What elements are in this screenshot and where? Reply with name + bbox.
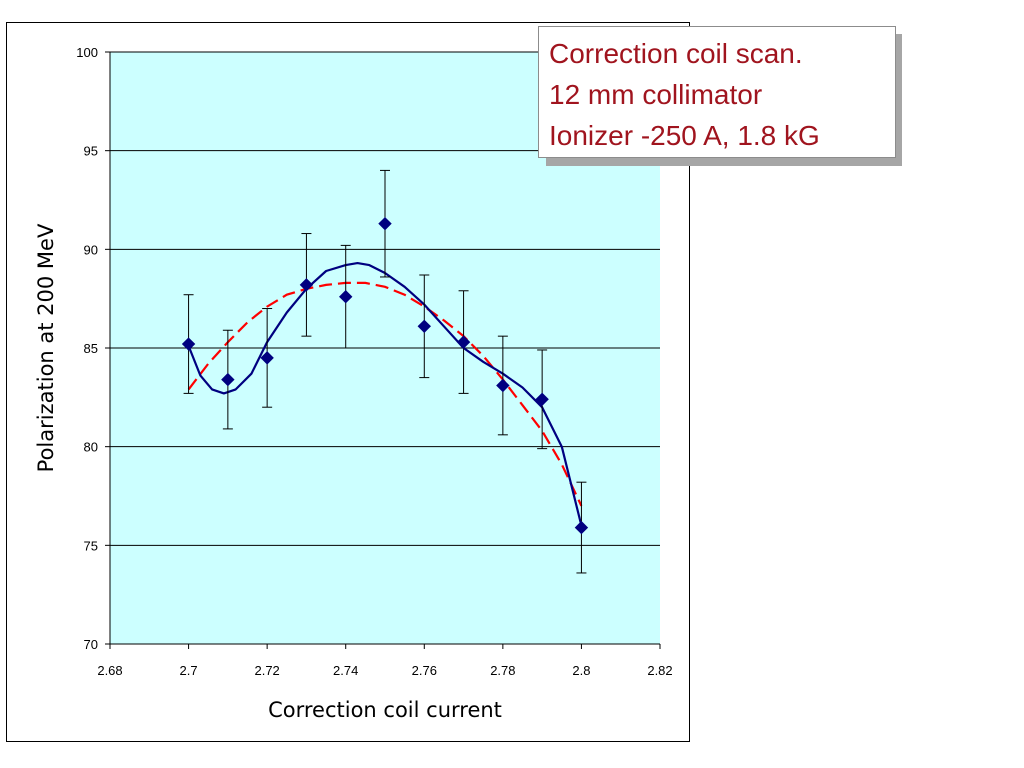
y-tick-label: 85: [84, 341, 98, 356]
solid-fit-curve: [187, 262, 583, 526]
x-axis-title: Correction coil current: [268, 698, 502, 722]
callout-line-2: 12 mm collimator: [549, 79, 763, 110]
x-tick-label: 2.78: [490, 663, 515, 678]
callout-line-3: Ionizer -250 A, 1.8 kG: [549, 120, 820, 151]
y-tick-label: 95: [84, 144, 98, 159]
data-point-diamond: [299, 278, 314, 292]
data-markers: [181, 216, 589, 535]
x-tick-label: 2.76: [412, 663, 437, 678]
data-point-diamond: [456, 335, 471, 349]
dashed-fit-curve: [187, 281, 583, 507]
data-point-diamond: [574, 520, 589, 535]
data-point-diamond: [260, 351, 274, 365]
y-tick-label: 90: [84, 242, 98, 257]
x-tick-label: 2.8: [572, 663, 590, 678]
y-axis-title: Polarization at 200 MeV: [34, 223, 58, 472]
data-point-diamond: [535, 392, 549, 407]
x-tick-label: 2.74: [333, 663, 358, 678]
data-point-diamond: [339, 289, 353, 304]
data-point-diamond: [221, 372, 235, 387]
x-tick-label: 2.72: [254, 663, 279, 678]
axis-ticks: 70 75 80 85 90 95 100 2.68 2.7 2.72 2.74 2.76 2.78 2.…: [76, 45, 672, 678]
x-tick-label: 2.68: [97, 663, 122, 678]
x-tick-label: 2.7: [180, 663, 198, 678]
data-point-diamond: [417, 319, 431, 334]
data-point-diamond: [378, 216, 392, 231]
y-tick-label: 75: [84, 538, 98, 553]
y-tick-label: 100: [76, 45, 98, 60]
x-tick-label: 2.82: [647, 663, 672, 678]
dashed-fit-line: [187, 281, 583, 507]
data-point-diamond: [181, 337, 196, 351]
error-bars: [183, 169, 587, 574]
annotation-callout: Correction coil scan. 12 mm collimator I…: [538, 26, 896, 158]
y-tick-label: 80: [84, 440, 98, 455]
y-tick-label: 70: [84, 637, 98, 652]
solid-fit-line: [187, 262, 583, 526]
callout-line-1: Correction coil scan.: [549, 38, 803, 69]
data-point-diamond: [496, 378, 510, 393]
